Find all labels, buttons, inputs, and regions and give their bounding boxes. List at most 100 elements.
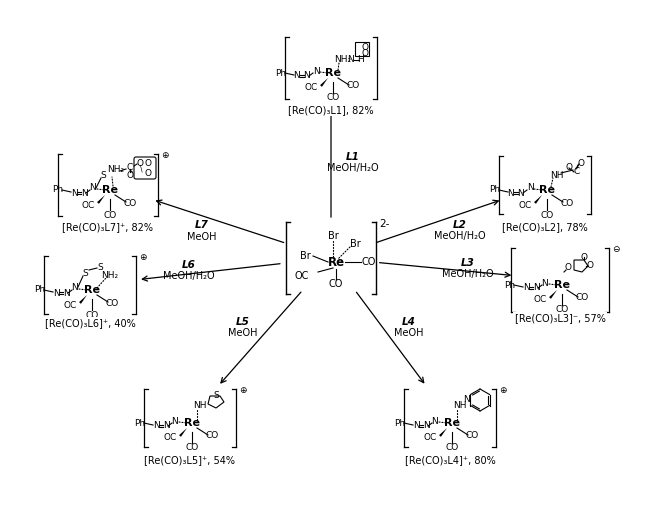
Text: N: N xyxy=(52,288,60,298)
Text: N: N xyxy=(71,284,78,292)
Text: [Re(CO)₃L6]⁺, 40%: [Re(CO)₃L6]⁺, 40% xyxy=(44,318,135,328)
Text: Re: Re xyxy=(328,255,344,268)
Text: O: O xyxy=(361,43,369,51)
Text: CO: CO xyxy=(326,94,340,102)
Text: N: N xyxy=(527,183,534,193)
Text: Br: Br xyxy=(300,251,310,261)
Text: CO: CO xyxy=(329,279,343,289)
Text: O: O xyxy=(136,158,144,168)
Text: CO: CO xyxy=(575,293,589,303)
Text: OC: OC xyxy=(164,433,177,443)
Text: N: N xyxy=(89,183,97,193)
Text: Re: Re xyxy=(554,280,570,290)
Text: N: N xyxy=(294,71,301,81)
Text: NH₂: NH₂ xyxy=(107,166,124,174)
Text: CO: CO xyxy=(555,305,569,315)
Text: CO: CO xyxy=(85,310,99,320)
Text: O: O xyxy=(581,253,587,263)
Text: [Re(CO)₃L2], 78%: [Re(CO)₃L2], 78% xyxy=(502,222,588,232)
Text: MeOH/H₂O: MeOH/H₂O xyxy=(434,231,486,242)
Polygon shape xyxy=(97,195,105,204)
Text: N: N xyxy=(312,66,319,76)
Text: CO: CO xyxy=(123,198,136,208)
Text: MeOH/H₂O: MeOH/H₂O xyxy=(163,271,214,282)
Text: N: N xyxy=(348,56,354,64)
Text: OC: OC xyxy=(534,296,547,304)
Polygon shape xyxy=(208,396,224,408)
Text: MeOH: MeOH xyxy=(394,328,423,338)
Text: OC: OC xyxy=(518,200,532,210)
Text: CO: CO xyxy=(105,299,118,307)
Text: O: O xyxy=(144,169,152,177)
Text: O: O xyxy=(565,264,571,272)
Polygon shape xyxy=(574,260,588,272)
Text: N: N xyxy=(171,416,178,426)
Text: Ph: Ph xyxy=(489,186,500,194)
Text: N: N xyxy=(463,395,471,405)
Text: Re: Re xyxy=(184,418,200,428)
Polygon shape xyxy=(179,428,187,437)
Text: \: \ xyxy=(140,164,142,174)
Text: CO: CO xyxy=(540,211,553,219)
Text: N: N xyxy=(432,416,438,426)
Text: OC: OC xyxy=(81,200,95,210)
Text: Ph: Ph xyxy=(504,281,516,289)
Text: N: N xyxy=(81,189,87,197)
Text: L1: L1 xyxy=(346,152,360,162)
Text: OC: OC xyxy=(64,301,77,309)
Text: [Re(CO)₃L4]⁺, 80%: [Re(CO)₃L4]⁺, 80% xyxy=(404,455,495,465)
Text: Re: Re xyxy=(325,68,341,78)
Polygon shape xyxy=(355,42,369,56)
Polygon shape xyxy=(79,295,87,304)
Text: NH: NH xyxy=(193,401,207,411)
Text: [Re(CO)₃L3]⁻, 57%: [Re(CO)₃L3]⁻, 57% xyxy=(514,313,606,323)
Text: MeOH: MeOH xyxy=(187,231,216,242)
Text: N: N xyxy=(508,189,514,197)
Text: O: O xyxy=(361,48,369,58)
Text: CO: CO xyxy=(346,82,359,90)
Text: N: N xyxy=(71,189,77,197)
Text: L2: L2 xyxy=(453,221,467,230)
Text: CO: CO xyxy=(205,431,218,440)
Text: S: S xyxy=(82,268,88,278)
Text: CO: CO xyxy=(446,444,459,452)
Text: Ph: Ph xyxy=(34,285,46,295)
Text: O: O xyxy=(577,158,585,168)
Text: Re: Re xyxy=(539,185,555,195)
Text: 2-: 2- xyxy=(379,219,389,229)
Text: N: N xyxy=(422,421,430,431)
Text: NH: NH xyxy=(550,171,564,179)
Text: S: S xyxy=(213,391,219,399)
FancyBboxPatch shape xyxy=(134,157,156,179)
Text: C: C xyxy=(127,162,133,172)
Text: Ph: Ph xyxy=(134,418,146,428)
Text: O: O xyxy=(587,262,594,270)
Text: CO: CO xyxy=(465,431,479,440)
Text: [Re(CO)₃L1], 82%: [Re(CO)₃L1], 82% xyxy=(288,105,374,115)
Text: S: S xyxy=(97,263,103,271)
Polygon shape xyxy=(439,428,447,437)
Text: NH₂: NH₂ xyxy=(101,270,118,280)
Text: CO: CO xyxy=(362,257,376,267)
Text: L3: L3 xyxy=(461,258,475,268)
Text: C: C xyxy=(574,167,580,175)
Text: O: O xyxy=(565,162,573,172)
Text: ⊕: ⊕ xyxy=(499,386,506,395)
Text: N: N xyxy=(522,284,530,292)
Text: Ph: Ph xyxy=(275,68,287,78)
Text: OC: OC xyxy=(305,83,318,93)
Polygon shape xyxy=(320,78,328,87)
Text: L5: L5 xyxy=(236,317,250,327)
Text: L7: L7 xyxy=(195,221,209,230)
Text: N: N xyxy=(63,288,70,298)
Text: L6: L6 xyxy=(181,261,195,270)
Text: S: S xyxy=(100,171,106,179)
Text: Ph: Ph xyxy=(395,418,406,428)
Text: OC: OC xyxy=(424,433,437,443)
Text: ⊖: ⊖ xyxy=(612,245,620,254)
Text: NH: NH xyxy=(453,401,467,411)
Text: ⊕: ⊕ xyxy=(161,151,169,160)
Text: MeOH: MeOH xyxy=(228,328,258,338)
Text: Ph: Ph xyxy=(52,186,64,194)
Text: Re: Re xyxy=(102,185,118,195)
